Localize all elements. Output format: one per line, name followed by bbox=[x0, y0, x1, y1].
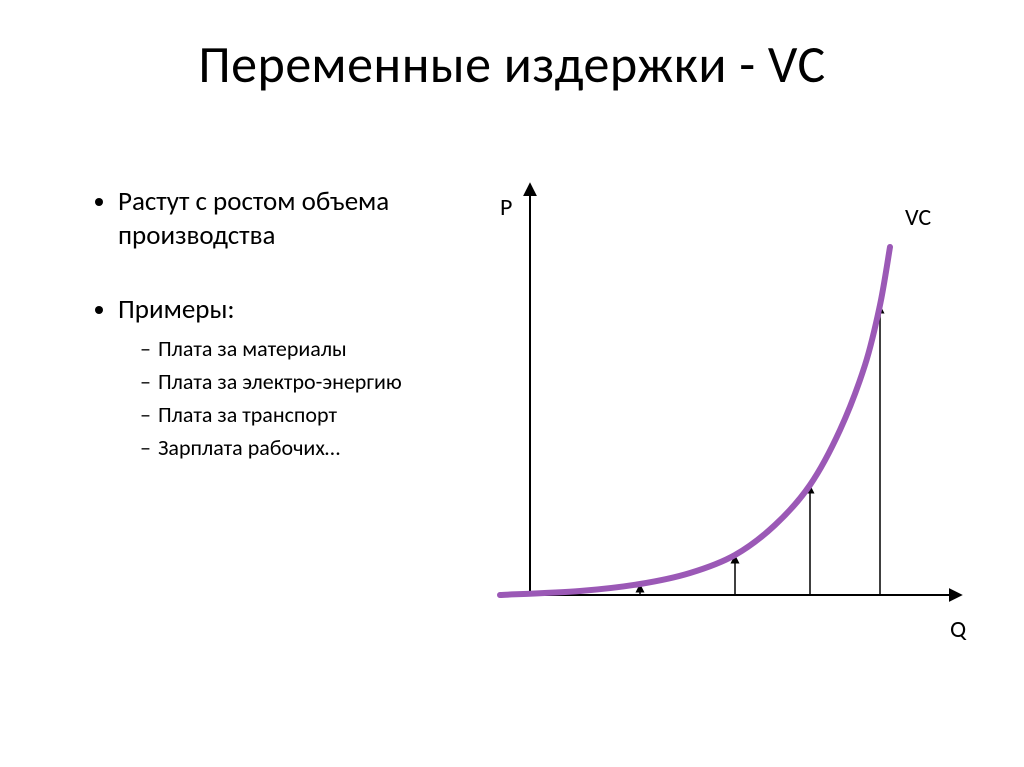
vc-curve bbox=[500, 247, 890, 595]
sub-bullet-1: Плата за материалы bbox=[140, 332, 460, 365]
body-text: Растут с ростом объема производства Прим… bbox=[90, 185, 460, 472]
x-axis-label: Q bbox=[950, 615, 967, 644]
vc-chart: P Q VC bbox=[460, 175, 980, 655]
bullet-2-text: Примеры: bbox=[118, 293, 235, 326]
sub-bullet-list: Плата за материалы Плата за электро-энер… bbox=[118, 332, 460, 464]
sub-bullet-4: Зарплата рабочих… bbox=[140, 431, 460, 464]
sub-bullet-3: Плата за транспорт bbox=[140, 398, 460, 431]
vc-chart-svg: P Q VC bbox=[460, 175, 980, 655]
slide-title: Переменные издержки - VC bbox=[0, 32, 1024, 96]
bullet-1-line2: производства bbox=[118, 219, 275, 252]
bullet-2: Примеры: Плата за материалы Плата за эле… bbox=[118, 293, 460, 465]
y-axis-label: P bbox=[500, 193, 512, 222]
slide: Переменные издержки - VC Растут с ростом… bbox=[0, 0, 1024, 767]
bullet-1-line1: Растут с ростом объема bbox=[118, 185, 389, 218]
curve-label: VC bbox=[905, 203, 931, 232]
sub-bullet-2: Плата за электро-энергию bbox=[140, 365, 460, 398]
bullet-list: Растут с ростом объема производства Прим… bbox=[90, 185, 460, 464]
bullet-1: Растут с ростом объема производства bbox=[118, 185, 460, 253]
